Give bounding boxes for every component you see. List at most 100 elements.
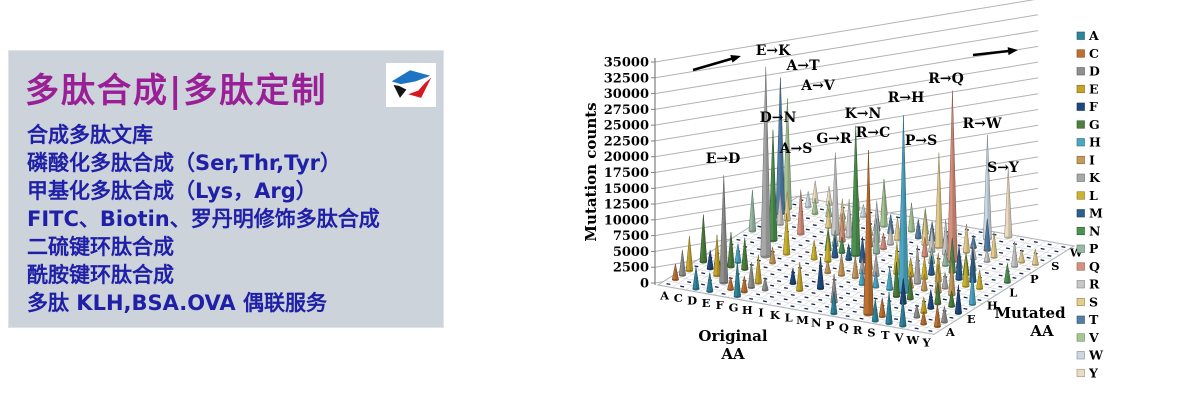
peak-label-E-K: E→K [756,43,791,59]
cone-T-K [941,272,949,290]
legend-item-Y: Y [1076,365,1099,380]
cone-K-M [845,243,853,262]
service-link-amide-cyclic[interactable]: 酰胺键环肽合成 [27,263,174,287]
service-link-disulfide-cyclic[interactable]: 二硫键环肽合成 [27,235,174,259]
gridline [654,77,1039,142]
cone-A-E [685,236,694,273]
y-tick-label: 20000 [604,150,649,165]
service-link-klh-bsa-ova[interactable]: 多肽 KLH,BSA.OVA 偶联服务 [27,291,327,315]
cone-P-A [830,291,838,316]
y-tick-label: 22500 [604,134,649,149]
cone-G-A [733,261,742,298]
legend-label-C: C [1089,46,1099,61]
cone-R-C [863,150,874,317]
mutation-3d-chart: 0250050007500100001250015000175002000022… [582,0,1104,380]
chart-text: Mutated [994,304,1066,322]
company-logo-icon [391,70,432,98]
panel-title: 多肽合成|多肽定制 [25,71,328,111]
peak-labels: E→KA→T A→VD→N A→S E→D K→N G→R R→C R→HR→Q P→S R→W S… [706,43,1020,176]
cone-P-Q [921,237,929,258]
original-aa-label: S [867,325,875,339]
cone-V-A [899,297,907,328]
cone-A-D [678,249,686,277]
legend-item-K: K [1076,170,1101,185]
service-link-methylation[interactable]: 甲基化多肽合成（Lys，Arg） [27,179,317,203]
cone-T-S [990,231,998,259]
legend-label-I: I [1089,152,1095,167]
cone-W-R [1011,241,1019,269]
legend-label-N: N [1089,223,1100,238]
original-aa-label: G [729,301,739,315]
service-link-phosphorylation[interactable]: 磷酸化多肽合成（Ser,Thr,Tyr） [27,151,342,175]
mutated-aa-label: S [1051,259,1059,273]
mutation-chart: 0 2500 5000 7500 10000 12500 15000 17500 20000 22… [560,0,1200,400]
cone-A-G [699,214,708,264]
gridline [654,140,1039,205]
gridline [654,0,1036,63]
legend-label-A: A [1088,28,1099,43]
legend-label-P: P [1089,241,1099,256]
legend-item-I: I [1076,152,1095,167]
legend-item-S: S [1076,294,1098,309]
cone-Y-S [1031,248,1039,267]
cone-I-F [789,267,797,286]
cone-Y-D [940,306,948,324]
chart-text: AA [720,345,745,363]
peak-label-P-S: P→S [905,133,937,149]
cone-R-Q [947,90,958,264]
legend-label-L: L [1089,188,1098,203]
cone-E-K [760,66,772,259]
service-link-fitc-biotin[interactable]: FITC、Biotin、罗丹明修饰多肽合成 [27,207,380,231]
y-tick-label: 25000 [604,119,649,134]
y-tick-label: 17500 [604,166,649,181]
legend-item-R: R [1076,277,1100,292]
cone-L-V [907,202,916,233]
logo-black-chevron [393,85,407,98]
company-logo[interactable] [386,63,436,107]
cone-K-I [824,260,832,275]
legend-label-Y: Y [1088,365,1099,380]
original-aa-label: W [905,333,920,347]
cone-R-P [941,249,949,268]
cone-E-G [741,237,749,271]
cone-R-S [962,223,971,254]
cone-H-R [845,199,853,239]
legend-item-A: A [1076,28,1099,43]
cone-R-K [913,245,922,285]
service-link-peptide-library[interactable]: 合成多肽文库 [27,123,153,147]
gridline [654,30,1039,95]
y-tick-label: 0 [640,277,649,292]
gridline [654,61,1039,126]
cone-S-F [899,278,907,305]
y-tick-label: 5000 [613,245,649,260]
cone-I-N [838,236,846,255]
mutated-aa-label: L [1009,285,1017,299]
cone-K-E [796,262,804,293]
original-aa-label: K [770,308,781,322]
legend-item-V: V [1076,330,1099,345]
cone-S-C [878,297,886,319]
cone-V-D [913,304,921,319]
cone-P-H [872,271,880,289]
cones [671,66,1039,329]
original-aa-label: Y [921,335,931,349]
cone-D-V [811,197,819,216]
direction-arrows [692,47,1018,72]
cone-A-C [671,263,679,282]
cone-P-S [934,152,944,250]
peak-label-E-D: E→D [706,151,741,167]
original-aa-label: N [811,316,822,330]
services-panel: 多肽合成|多肽定制 合成多肽文库 磷酸化多肽合成（Ser,Thr,Tyr） 甲基… [8,50,444,328]
cone-D-E [713,234,721,278]
cone-G-D [747,262,755,290]
y-axis-ticks: 0250050007500100001250015000175002000022… [604,56,655,292]
legend-label-K: K [1089,170,1101,185]
cone-G-E [754,254,762,285]
cone-D-A [692,266,700,291]
y-axis-title: Mutation counts [582,102,600,241]
mutated-aa-label: E [967,312,976,326]
original-aa-label: P [826,318,835,332]
cone-G-W [859,204,867,219]
